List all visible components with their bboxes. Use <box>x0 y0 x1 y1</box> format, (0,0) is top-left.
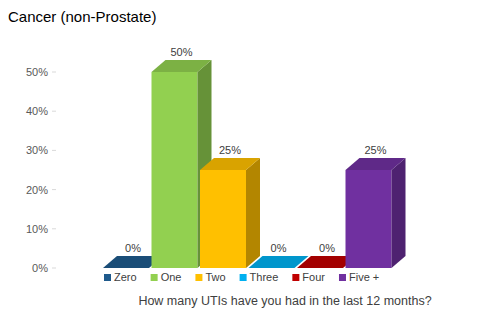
bar-side <box>246 158 260 268</box>
y-tick-label: 0% <box>32 262 48 274</box>
legend-label: Zero <box>114 271 137 283</box>
y-tick <box>52 150 56 151</box>
y-axis: 0% 10% 20% 30% 40% 50% <box>26 66 56 274</box>
bars <box>103 60 406 268</box>
bar-top <box>346 158 406 170</box>
y-tick <box>52 268 56 269</box>
data-label: 50% <box>170 46 192 58</box>
legend-swatch <box>104 274 111 281</box>
data-label: 25% <box>364 144 386 156</box>
legend-label: Four <box>302 271 325 283</box>
bar <box>346 158 406 268</box>
y-tick-label: 20% <box>26 184 48 196</box>
bar-top <box>200 158 260 170</box>
data-label: 25% <box>219 144 241 156</box>
bar-front <box>152 72 198 268</box>
y-tick-label: 10% <box>26 223 48 235</box>
legend-swatch <box>339 274 346 281</box>
data-label: 0% <box>319 242 335 254</box>
legend-swatch <box>240 274 247 281</box>
y-tick-label: 40% <box>26 105 48 117</box>
bar-top <box>152 60 212 72</box>
y-tick <box>52 228 56 229</box>
bar-front <box>200 170 246 268</box>
bar-side <box>392 158 406 268</box>
chart: Cancer (non-Prostate)0%10%20%30%40%50%0%… <box>0 0 478 318</box>
legend-label: Three <box>250 271 279 283</box>
legend-swatch <box>151 274 158 281</box>
x-axis-label: How many UTIs have you had in the last 1… <box>138 294 431 308</box>
bar-front <box>346 170 392 268</box>
data-labels: 0% 50% 25% 0% 0% 25% <box>125 46 387 254</box>
legend: Zero One Two Three Four Five + <box>104 271 379 283</box>
y-tick <box>52 189 56 190</box>
legend-label: Two <box>205 271 225 283</box>
legend-swatch <box>292 274 299 281</box>
legend-label: One <box>161 271 182 283</box>
legend-swatch <box>195 274 202 281</box>
data-label: 0% <box>125 242 141 254</box>
bar <box>200 158 260 268</box>
y-tick <box>52 72 56 73</box>
data-label: 0% <box>271 242 287 254</box>
y-tick-label: 30% <box>26 144 48 156</box>
title: Cancer (non-Prostate) <box>8 8 156 25</box>
y-tick-label: 50% <box>26 66 48 78</box>
y-tick <box>52 111 56 112</box>
legend-label: Five + <box>349 271 379 283</box>
